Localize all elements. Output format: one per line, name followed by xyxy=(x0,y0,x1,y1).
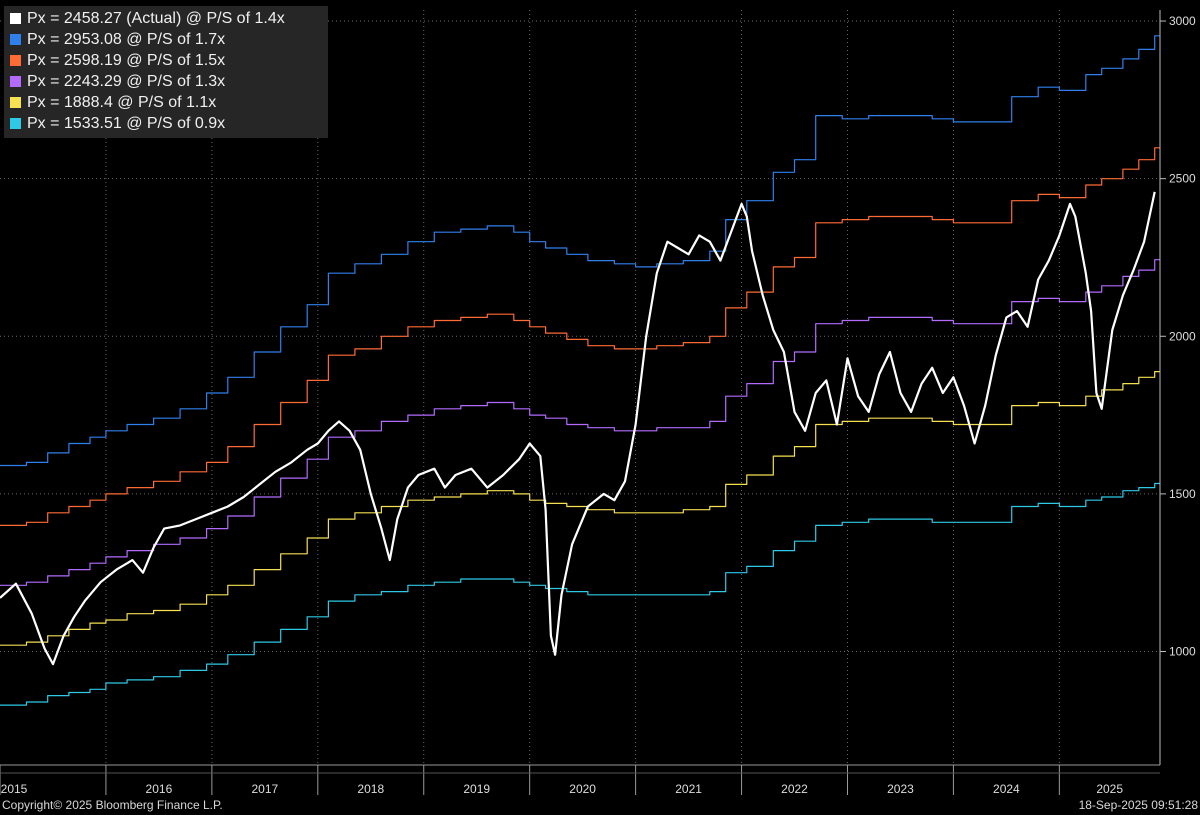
series-lines xyxy=(0,35,1160,706)
y-tick-label: 2000 xyxy=(1169,329,1196,343)
x-tick-label: 2017 xyxy=(251,782,278,796)
legend-item: Px = 2243.29 @ P/S of 1.3x xyxy=(10,71,328,92)
legend-label: Px = 1533.51 @ P/S of 0.9x xyxy=(27,114,226,132)
legend-swatch xyxy=(10,13,21,24)
x-tick-label: 2023 xyxy=(887,782,914,796)
series-line-px-2598-19-p-s-of-1-5x xyxy=(0,147,1160,526)
x-tick-label: 2021 xyxy=(675,782,702,796)
x-tick-label: 2018 xyxy=(357,782,384,796)
x-tick-label: 2015 xyxy=(1,782,28,796)
legend-swatch xyxy=(10,97,21,108)
y-tick-label: 2500 xyxy=(1169,172,1196,186)
series-line-px-2243-29-p-s-of-1-3x xyxy=(0,259,1160,586)
x-axis: 2015 2016 2017 2018 2019 2020 2021 2022 2023 2024… xyxy=(0,764,1160,796)
legend-swatch xyxy=(10,55,21,66)
x-tick-label: 2019 xyxy=(463,782,490,796)
legend-item: Px = 2598.19 @ P/S of 1.5x xyxy=(10,50,328,71)
legend-label: Px = 2458.27 (Actual) @ P/S of 1.4x xyxy=(27,9,285,27)
x-tick-label: 2025 xyxy=(1096,782,1123,796)
legend-item: Px = 2953.08 @ P/S of 1.7x xyxy=(10,29,328,50)
legend-label: Px = 1888.4 @ P/S of 1.1x xyxy=(27,93,217,111)
y-tick-label: 1000 xyxy=(1169,645,1196,659)
legend-label: Px = 2598.19 @ P/S of 1.5x xyxy=(27,51,226,69)
series-line-px-1888-4-p-s-of-1-1x xyxy=(0,371,1160,646)
x-tick-label: 2020 xyxy=(569,782,596,796)
legend: Px = 2458.27 (Actual) @ P/S of 1.4x Px = … xyxy=(4,6,328,138)
legend-item: Px = 2458.27 (Actual) @ P/S of 1.4x xyxy=(10,8,328,29)
x-tick-label: 2016 xyxy=(146,782,173,796)
series-line-px-1533-51-p-s-of-0-9x xyxy=(0,482,1160,706)
legend-swatch xyxy=(10,76,21,87)
legend-swatch xyxy=(10,34,21,45)
copyright-text: Copyright© 2025 Bloomberg Finance L.P. xyxy=(2,798,223,812)
y-tick-label: 1500 xyxy=(1169,487,1196,501)
legend-label: Px = 2243.29 @ P/S of 1.3x xyxy=(27,72,226,90)
legend-item: Px = 1533.51 @ P/S of 0.9x xyxy=(10,113,328,134)
x-tick-label: 2022 xyxy=(781,782,808,796)
legend-swatch xyxy=(10,118,21,129)
series-line-px-2953-08-p-s-of-1-7x xyxy=(0,35,1160,467)
gridlines xyxy=(0,10,1160,765)
legend-label: Px = 2953.08 @ P/S of 1.7x xyxy=(27,30,226,48)
x-tick-label: 2024 xyxy=(993,782,1020,796)
timestamp-text: 18-Sep-2025 09:51:28 xyxy=(1078,798,1198,812)
series-line-px-2458-27-actual-p-s-of-1-4x xyxy=(0,191,1156,666)
y-tick-label: 3000 xyxy=(1169,14,1196,28)
legend-item: Px = 1888.4 @ P/S of 1.1x xyxy=(10,92,328,113)
y-axis: 1000 1500 2000 2500 3000 xyxy=(1159,10,1196,765)
